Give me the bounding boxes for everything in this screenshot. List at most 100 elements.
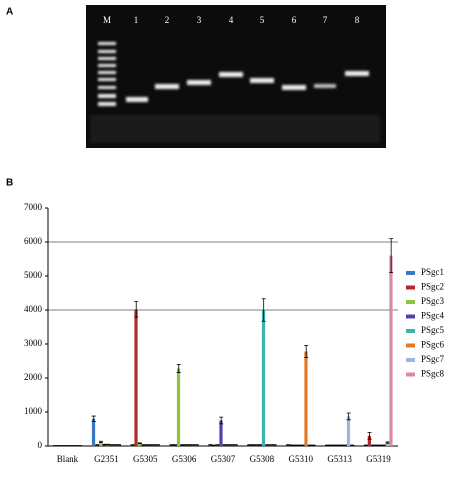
bar (262, 310, 265, 446)
y-tick-label: 7000 (24, 202, 43, 212)
error-bar (188, 445, 192, 446)
gel-smear (90, 115, 380, 143)
error-bar (216, 445, 220, 446)
error-bar (141, 445, 145, 446)
error-bar (311, 445, 315, 446)
legend-label: PSgc7 (421, 354, 445, 364)
x-tick-label: Blank (57, 454, 79, 464)
panel-label: B (6, 178, 13, 189)
error-bar (180, 445, 184, 446)
error-bar (325, 445, 329, 446)
error-bar (113, 445, 117, 446)
error-bar (184, 445, 188, 446)
x-tick-label: G5319 (366, 454, 391, 464)
x-tick-label: G5313 (327, 454, 352, 464)
bar (304, 351, 307, 446)
y-tick-label: 6000 (24, 236, 43, 246)
legend-label: PSgc5 (421, 325, 445, 335)
legend-label: PSgc1 (421, 267, 444, 277)
error-bar (332, 445, 336, 446)
error-bar (329, 445, 333, 446)
y-tick-label: 0 (38, 440, 43, 450)
x-tick-label: G5305 (133, 454, 158, 464)
error-bar (156, 445, 160, 446)
error-bar (170, 445, 174, 446)
legend-swatch (406, 373, 415, 377)
bar-chart: 0 1000 2000 3000 4000 5000 6000 7000 Blank G2351 G… (24, 202, 445, 464)
error-bar (293, 445, 297, 446)
error-bar (223, 445, 227, 446)
x-tick-label: G5307 (211, 454, 236, 464)
lane-label: 6 (292, 15, 297, 25)
error-bar (103, 444, 107, 445)
error-bar (364, 445, 368, 446)
error-bar (290, 445, 294, 446)
error-bar (152, 445, 156, 446)
legend-label: PSgc6 (421, 340, 445, 350)
error-bar (106, 444, 110, 445)
error-bar (173, 445, 177, 446)
error-bar (191, 445, 195, 446)
error-bar (269, 445, 273, 446)
error-bar (375, 445, 379, 446)
error-bar (350, 445, 354, 446)
lane-label: 1 (134, 15, 139, 25)
x-tick-label: G5308 (250, 454, 275, 464)
bar (92, 419, 95, 446)
y-tick-label: 5000 (24, 270, 43, 280)
error-bar (226, 445, 230, 446)
lane-label: 4 (229, 15, 234, 25)
y-tick-label: 1000 (24, 406, 43, 416)
error-bar (212, 445, 216, 446)
legend-swatch (406, 286, 415, 290)
legend-swatch (406, 344, 415, 348)
error-bar (95, 445, 99, 446)
error-bar (336, 445, 340, 446)
error-bar (99, 441, 103, 442)
lane-label: 2 (165, 15, 170, 25)
error-bar (251, 445, 255, 446)
error-bar (371, 445, 375, 446)
error-bar (286, 445, 290, 446)
legend-swatch (406, 271, 415, 275)
bar (177, 368, 180, 446)
lane-label: 3 (197, 15, 202, 25)
bar (389, 256, 392, 446)
bar (219, 421, 222, 447)
lane-label: 5 (260, 15, 265, 25)
error-bar (208, 445, 212, 446)
error-bar (149, 445, 153, 446)
legend-swatch (406, 315, 415, 319)
legend-swatch (406, 358, 415, 362)
error-bar (265, 445, 269, 446)
legend-swatch (406, 300, 415, 304)
legend-label: PSgc8 (421, 369, 445, 379)
lane-label: M (103, 15, 111, 25)
bar (347, 416, 350, 446)
error-bar (343, 445, 347, 446)
error-bar (308, 445, 312, 446)
error-bar (145, 445, 149, 446)
bar (134, 309, 137, 446)
y-tick-label: 4000 (24, 304, 43, 314)
legend-label: PSgc3 (421, 296, 445, 306)
error-bar (297, 445, 301, 446)
lane-label: 7 (323, 15, 328, 25)
lane-label: 8 (355, 15, 360, 25)
x-tick-label: G5306 (172, 454, 197, 464)
y-tick-label: 3000 (24, 338, 43, 348)
error-bar (234, 445, 238, 446)
x-tick-label: G2351 (94, 454, 119, 464)
error-bar (117, 445, 121, 446)
error-bar (247, 445, 251, 446)
error-bar (339, 445, 343, 446)
error-bar (110, 445, 114, 446)
error-bar (230, 445, 234, 446)
x-tick-label: G5310 (289, 454, 314, 464)
error-bar (301, 445, 305, 446)
error-bar (195, 445, 199, 446)
error-bar (138, 443, 142, 444)
y-tick-label: 2000 (24, 372, 43, 382)
